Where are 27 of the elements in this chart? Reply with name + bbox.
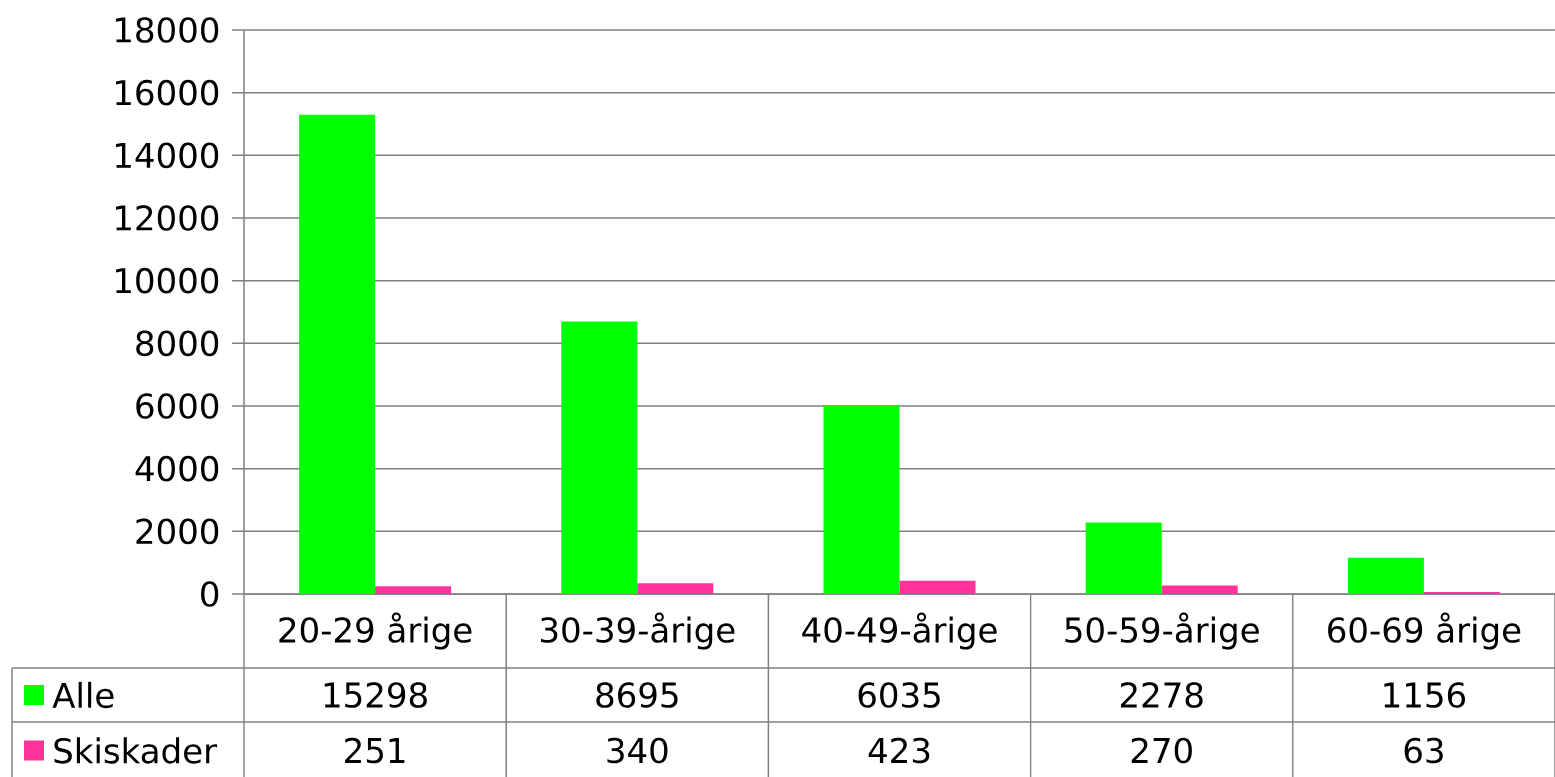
y-tick-label: 14000 <box>116 142 219 169</box>
y-tick-label: 18000 <box>116 17 219 43</box>
y-tick-label: 4000 <box>135 455 219 482</box>
data-label: 340 <box>607 737 668 764</box>
data-label: 270 <box>1131 737 1192 764</box>
y-tick-label: 2000 <box>136 518 219 545</box>
data-label: 63 <box>1404 737 1443 764</box>
legend-label: Alle <box>52 681 114 709</box>
x-tick-label: 50-59-årige <box>1065 612 1259 650</box>
y-tick-label: 16000 <box>116 79 219 106</box>
x-tick-label: 60-69 årige <box>1328 612 1521 650</box>
data-label: 1156 <box>1384 682 1466 708</box>
data-label: 251 <box>345 737 405 764</box>
y-tick-label: 6000 <box>136 393 219 419</box>
data-label: 2278 <box>1120 682 1203 708</box>
x-tick-label: 40-49-årige <box>802 612 997 650</box>
data-label: 15298 <box>324 682 427 708</box>
y-tick-label: 8000 <box>136 330 219 357</box>
y-tick-label: 10000 <box>116 267 219 294</box>
x-tick-label: 30-39-årige <box>540 612 735 650</box>
data-label: 6035 <box>858 682 940 708</box>
legend-label: Skiskader <box>54 737 218 764</box>
data-label: 423 <box>868 737 930 764</box>
x-tick-label: 20-29 årige <box>279 612 472 650</box>
data-label: 8695 <box>596 682 678 708</box>
y-tick-label: 0 <box>201 581 219 607</box>
y-tick-label: 12000 <box>116 205 219 231</box>
